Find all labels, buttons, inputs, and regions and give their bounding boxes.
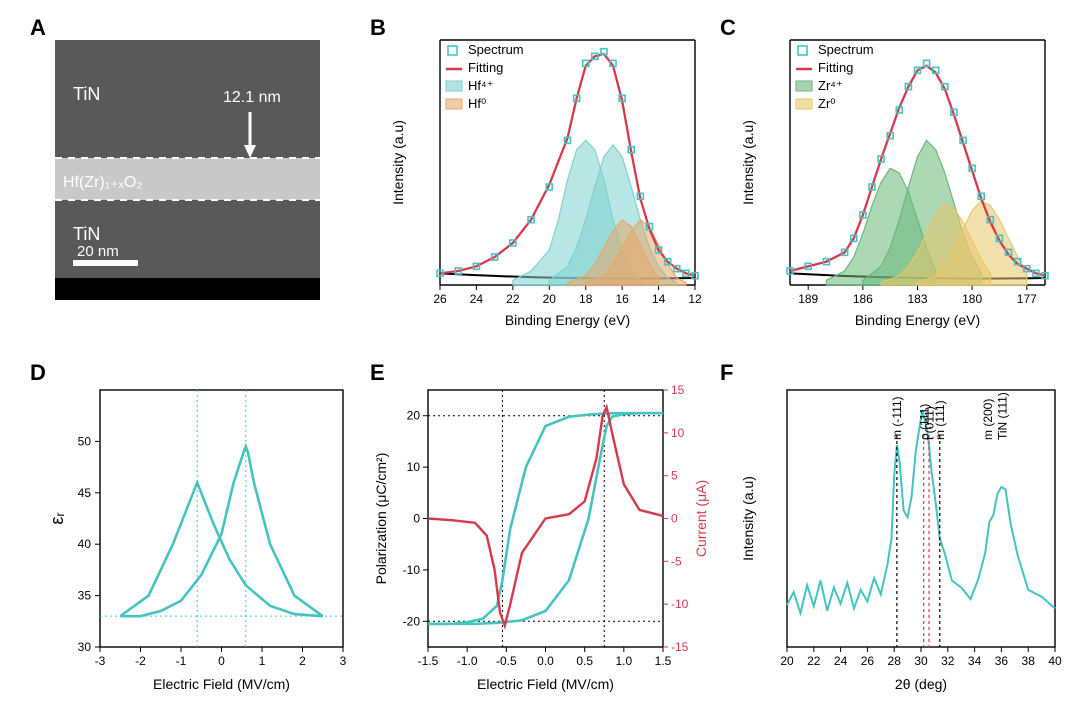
panel-A-tem-image: TiN TiN Hf(Zr)₁₊ₓO₂ 12.1 nm 20 nm xyxy=(55,40,320,300)
panel-label-D: D xyxy=(30,360,46,386)
svg-text:30: 30 xyxy=(914,654,928,668)
svg-text:20: 20 xyxy=(543,292,557,306)
svg-text:-10: -10 xyxy=(403,563,421,577)
svg-text:35: 35 xyxy=(78,589,92,603)
svg-text:177: 177 xyxy=(1017,292,1037,306)
svg-text:10: 10 xyxy=(671,426,685,440)
svg-text:m (-111): m (-111) xyxy=(890,396,904,440)
svg-text:TiN (111): TiN (111) xyxy=(996,392,1010,440)
svg-text:26: 26 xyxy=(861,654,875,668)
svg-text:1.0: 1.0 xyxy=(615,654,632,668)
svg-text:Hf⁴⁺: Hf⁴⁺ xyxy=(468,78,493,93)
svg-text:Fitting: Fitting xyxy=(818,60,853,75)
svg-text:Fitting: Fitting xyxy=(468,60,503,75)
svg-text:34: 34 xyxy=(968,654,982,668)
svg-text:5: 5 xyxy=(671,469,678,483)
svg-text:1.5: 1.5 xyxy=(655,654,672,668)
svg-text:38: 38 xyxy=(1022,654,1036,668)
svg-text:45: 45 xyxy=(78,486,92,500)
svg-text:m (111): m (111) xyxy=(933,400,947,440)
svg-text:16: 16 xyxy=(615,292,629,306)
svg-text:18: 18 xyxy=(579,292,593,306)
svg-text:-3: -3 xyxy=(95,654,106,668)
svg-text:Zr⁰: Zr⁰ xyxy=(818,96,835,111)
svg-text:m (200): m (200) xyxy=(981,399,995,440)
svg-text:40: 40 xyxy=(1048,654,1062,668)
svg-text:10: 10 xyxy=(407,460,421,474)
svg-text:24: 24 xyxy=(470,292,484,306)
svg-text:Intensity (a.u): Intensity (a.u) xyxy=(390,120,406,205)
svg-text:2θ (deg): 2θ (deg) xyxy=(895,676,947,692)
svg-text:-1: -1 xyxy=(176,654,187,668)
svg-text:Hf(Zr)₁₊ₓO₂: Hf(Zr)₁₊ₓO₂ xyxy=(63,174,143,191)
panel-label-F: F xyxy=(720,360,733,386)
svg-text:180: 180 xyxy=(962,292,982,306)
svg-text:0.5: 0.5 xyxy=(576,654,593,668)
svg-text:15: 15 xyxy=(671,383,685,397)
svg-text:Spectrum: Spectrum xyxy=(468,42,524,57)
svg-text:14: 14 xyxy=(652,292,666,306)
svg-text:-1.5: -1.5 xyxy=(418,654,439,668)
svg-text:2: 2 xyxy=(299,654,306,668)
svg-text:40: 40 xyxy=(78,537,92,551)
svg-text:12.1 nm: 12.1 nm xyxy=(223,89,281,106)
panel-F-xrd: 2022242628303234363840m (-111)o (111)t (… xyxy=(735,375,1065,705)
svg-text:εᵣ: εᵣ xyxy=(47,512,67,524)
svg-text:Electric Field (MV/cm): Electric Field (MV/cm) xyxy=(153,676,290,692)
svg-text:50: 50 xyxy=(78,434,92,448)
svg-text:1: 1 xyxy=(259,654,266,668)
svg-text:-2: -2 xyxy=(135,654,146,668)
svg-text:22: 22 xyxy=(506,292,520,306)
panel-label-C: C xyxy=(720,15,736,41)
svg-text:Electric Field (MV/cm): Electric Field (MV/cm) xyxy=(477,676,614,692)
svg-text:0: 0 xyxy=(218,654,225,668)
svg-text:28: 28 xyxy=(888,654,902,668)
svg-text:36: 36 xyxy=(995,654,1009,668)
svg-text:20 nm: 20 nm xyxy=(77,243,119,260)
svg-text:189: 189 xyxy=(798,292,818,306)
panel-label-A: A xyxy=(30,15,46,41)
svg-text:Binding Energy (eV): Binding Energy (eV) xyxy=(505,312,630,328)
svg-text:-15: -15 xyxy=(671,640,689,654)
svg-text:Binding Energy (eV): Binding Energy (eV) xyxy=(855,312,980,328)
svg-text:Intensity (a.u): Intensity (a.u) xyxy=(740,476,756,561)
svg-text:Zr⁴⁺: Zr⁴⁺ xyxy=(818,78,843,93)
svg-text:20: 20 xyxy=(407,409,421,423)
svg-text:TiN: TiN xyxy=(73,224,100,244)
svg-text:32: 32 xyxy=(941,654,955,668)
svg-text:-0.5: -0.5 xyxy=(496,654,517,668)
svg-text:183: 183 xyxy=(907,292,927,306)
svg-text:22: 22 xyxy=(807,654,821,668)
svg-text:20: 20 xyxy=(780,654,794,668)
svg-text:Intensity (a.u): Intensity (a.u) xyxy=(740,120,756,205)
svg-text:-5: -5 xyxy=(671,554,682,568)
svg-text:Hf⁰: Hf⁰ xyxy=(468,96,486,111)
svg-text:Polarization (μC/cm²): Polarization (μC/cm²) xyxy=(373,453,389,585)
panel-B-xps-hf: 26 24 22 20 18 16 14 12 Binding Energy (eV) Inten… xyxy=(385,25,705,340)
svg-text:Spectrum: Spectrum xyxy=(818,42,874,57)
svg-text:0: 0 xyxy=(413,512,420,526)
svg-text:26: 26 xyxy=(433,292,447,306)
svg-text:-10: -10 xyxy=(671,597,689,611)
svg-text:Current (μA): Current (μA) xyxy=(693,480,709,557)
svg-text:0.0: 0.0 xyxy=(537,654,554,668)
panel-D-permittivity: -3 -2 -1 0 1 2 3 30 35 40 45 50 Electric Field (MV/c… xyxy=(45,375,355,705)
svg-text:30: 30 xyxy=(78,640,92,654)
svg-text:186: 186 xyxy=(853,292,873,306)
svg-text:TiN: TiN xyxy=(73,84,100,104)
panel-E-hysteresis: -1.5 -1.0 -0.5 0.0 0.5 1.0 1.5 -20 -10 0 10 20 -15 -1… xyxy=(368,375,718,705)
panel-label-B: B xyxy=(370,15,386,41)
svg-text:12: 12 xyxy=(688,292,702,306)
svg-text:3: 3 xyxy=(340,654,347,668)
svg-text:-1.0: -1.0 xyxy=(457,654,478,668)
svg-text:24: 24 xyxy=(834,654,848,668)
svg-text:-20: -20 xyxy=(403,614,421,628)
svg-text:0: 0 xyxy=(671,512,678,526)
panel-C-xps-zr: 189 186 183 180 177 Binding Energy (eV) Intens… xyxy=(735,25,1055,340)
